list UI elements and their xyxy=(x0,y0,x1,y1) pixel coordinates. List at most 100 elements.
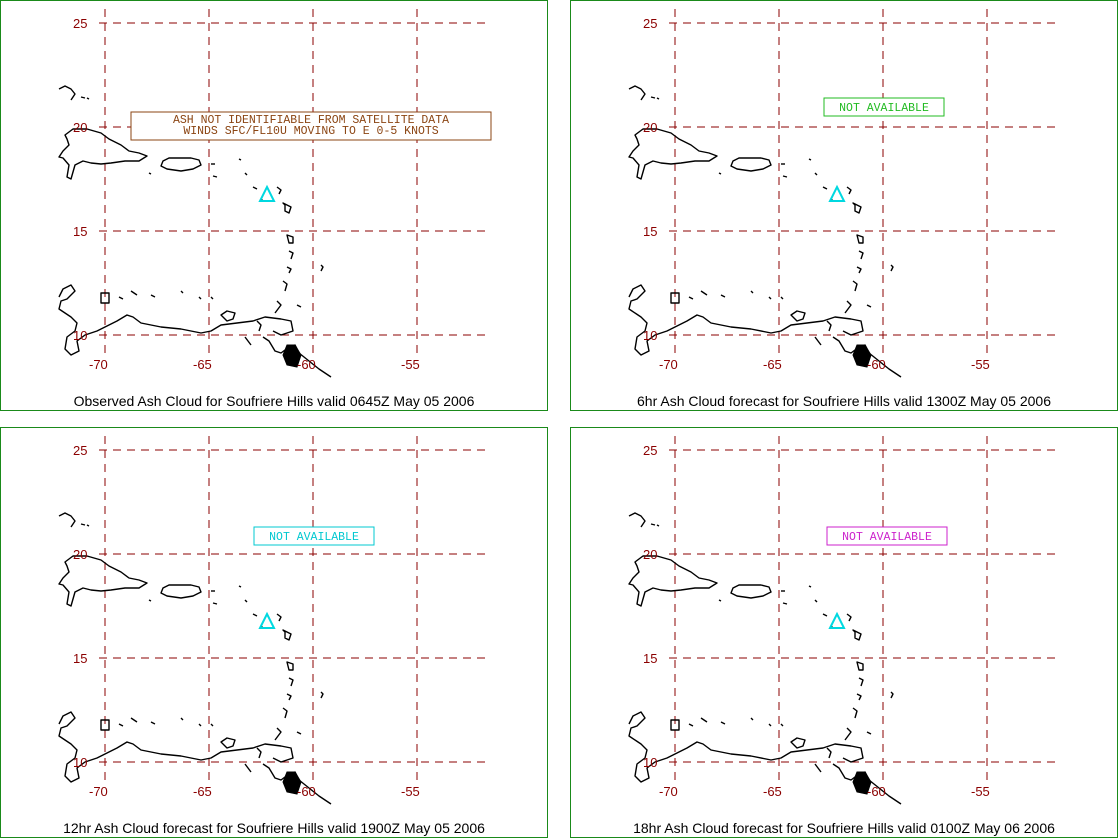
coastlines xyxy=(58,85,332,378)
coastline-segment xyxy=(296,731,302,735)
grid-lines xyxy=(669,436,1061,783)
coastline-segment xyxy=(858,250,864,260)
coastline-segment xyxy=(256,747,262,759)
status-notice: ASH NOT IDENTIFIABLE FROM SATELLITE DATA… xyxy=(130,111,492,141)
latitude-tick-label: 20 xyxy=(643,547,657,562)
panel-caption: Observed Ash Cloud for Soufriere Hills v… xyxy=(73,393,475,409)
coastline-segment xyxy=(160,584,202,599)
coastline-segment xyxy=(688,290,708,300)
longitude-tick-label: -70 xyxy=(89,357,108,372)
island-landmass xyxy=(282,344,302,368)
notice-text: WINDS SFC/FL10U MOVING TO E 0-5 KNOTS xyxy=(183,125,438,138)
coastline-segment xyxy=(856,661,864,671)
coastline-segment xyxy=(148,172,152,175)
coastline-segment xyxy=(256,320,262,332)
coastline-segment xyxy=(656,524,660,527)
coastline-segment xyxy=(670,292,680,304)
latitude-tick-label: 15 xyxy=(643,224,657,239)
coastline-segment xyxy=(320,264,324,272)
notice-text: NOT AVAILABLE xyxy=(269,531,359,544)
latitude-tick-label: 15 xyxy=(643,651,657,666)
coastline-segment xyxy=(100,292,110,304)
notice-text: NOT AVAILABLE xyxy=(842,531,932,544)
coastline-segment xyxy=(628,284,864,356)
coastline-segment xyxy=(846,186,852,195)
latitude-tick-label: 15 xyxy=(73,651,87,666)
coastline-segment xyxy=(286,661,294,671)
coastline-segment xyxy=(58,128,148,180)
coastline-segment xyxy=(670,719,680,731)
coastline-segment xyxy=(628,555,718,607)
coastline-segment xyxy=(286,234,294,244)
coastline-segment xyxy=(844,300,852,314)
panel-caption: 18hr Ash Cloud forecast for Soufriere Hi… xyxy=(633,820,1055,836)
longitude-tick-label: -55 xyxy=(401,357,420,372)
coastline-segment xyxy=(650,523,656,526)
coastline-segment xyxy=(274,300,282,314)
coastline-segment xyxy=(244,172,248,176)
notice-frame xyxy=(826,526,948,546)
coastline-segment xyxy=(656,97,660,100)
triangle-icon xyxy=(828,184,846,202)
coastline-segment xyxy=(852,280,858,292)
coastline-segment xyxy=(858,677,864,687)
coastline-segment xyxy=(826,747,832,759)
coastline-segment xyxy=(276,186,282,195)
coastline-segment xyxy=(296,304,302,308)
coastline-segment xyxy=(80,523,86,526)
longitude-tick-label: -60 xyxy=(297,784,316,799)
coastline-segment xyxy=(768,723,784,727)
coastline-segment xyxy=(282,202,292,214)
latitude-tick-label: 10 xyxy=(73,755,87,770)
coastline-segment xyxy=(58,711,294,783)
coastline-segment xyxy=(628,711,864,783)
coastline-segment xyxy=(790,737,806,749)
coastline-segment xyxy=(730,157,772,172)
coastline-segment xyxy=(628,512,646,528)
longitude-tick-label: -60 xyxy=(867,784,886,799)
longitude-tick-label: -65 xyxy=(763,357,782,372)
coastline-segment xyxy=(852,707,858,719)
coastline-segment xyxy=(856,266,862,274)
coastline-segment xyxy=(866,731,872,735)
latitude-tick-label: 20 xyxy=(73,547,87,562)
coastline-segment xyxy=(282,280,288,292)
latitude-tick-label: 10 xyxy=(73,328,87,343)
coastline-segment xyxy=(282,707,288,719)
coastline-segment xyxy=(718,172,722,175)
coastline-segment xyxy=(844,727,852,741)
latitude-tick-label: 25 xyxy=(643,443,657,458)
coastline-segment xyxy=(730,584,772,599)
longitude-tick-label: -55 xyxy=(971,784,990,799)
longitude-tick-label: -65 xyxy=(193,357,212,372)
status-notice: NOT AVAILABLE xyxy=(826,526,948,546)
longitude-tick-label: -70 xyxy=(659,357,678,372)
coastline-segment xyxy=(688,717,708,727)
status-notice: NOT AVAILABLE xyxy=(253,526,375,546)
latitude-tick-label: 20 xyxy=(73,120,87,135)
coastline-segment xyxy=(320,691,324,699)
latitude-tick-label: 20 xyxy=(643,120,657,135)
coastline-segment xyxy=(808,585,812,588)
coastline-segment xyxy=(274,727,282,741)
notice-frame xyxy=(823,97,945,117)
longitude-tick-label: -60 xyxy=(867,357,886,372)
coastline-segment xyxy=(86,97,90,100)
notice-text: NOT AVAILABLE xyxy=(839,102,929,115)
coastline-segment xyxy=(856,693,862,701)
coastline-segment xyxy=(238,158,242,161)
coastline-segment xyxy=(720,717,754,725)
triangle-icon xyxy=(828,611,846,629)
coastline-segment xyxy=(628,85,646,101)
island-landmass xyxy=(852,771,872,795)
coastline-segment xyxy=(86,524,90,527)
grid-lines xyxy=(669,9,1061,356)
coastline-segment xyxy=(720,290,754,298)
latitude-tick-label: 25 xyxy=(643,16,657,31)
panel-caption: 6hr Ash Cloud forecast for Soufriere Hil… xyxy=(637,393,1051,409)
coastline-segment xyxy=(288,250,294,260)
coastline-segment xyxy=(288,677,294,687)
coastline-segment xyxy=(198,296,214,300)
coastline-segment xyxy=(890,691,894,699)
coastline-segment xyxy=(846,613,852,622)
